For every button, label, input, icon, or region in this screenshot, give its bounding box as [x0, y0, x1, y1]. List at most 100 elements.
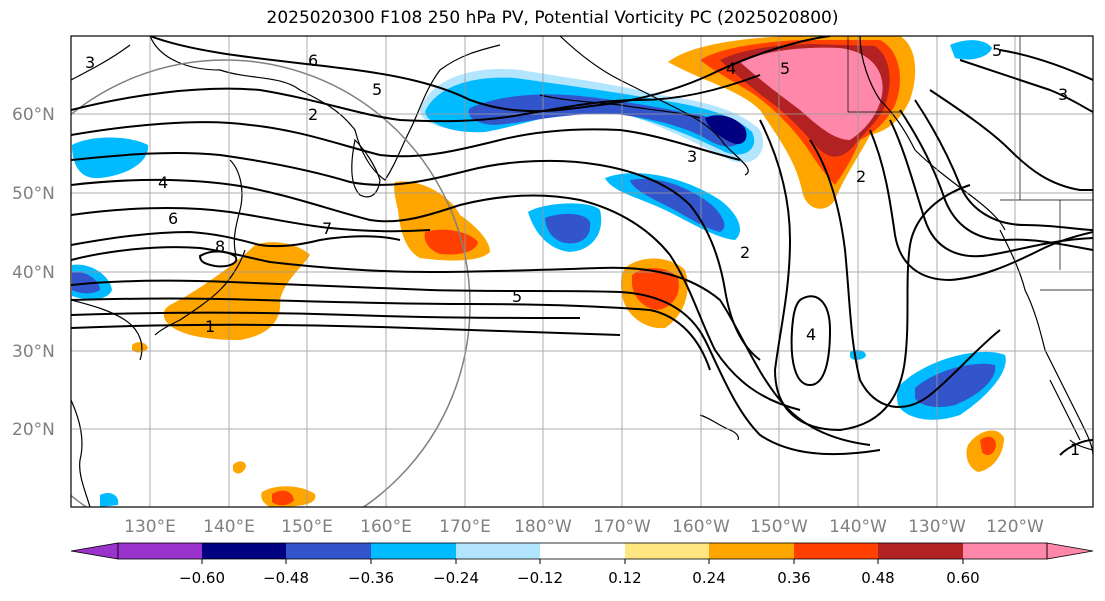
coast-korea-china — [71, 299, 143, 361]
colorbar-tick-label-10: 0.60 — [946, 569, 979, 587]
contour-label-5c: 5 — [780, 59, 790, 78]
contour-east-5 — [899, 109, 1093, 251]
coast-kamchatka — [351, 138, 381, 198]
pv-anomaly-aleutian-dark — [468, 94, 742, 147]
contour-line-l — [71, 323, 621, 336]
coast-alaska — [559, 36, 1006, 231]
coast-sakhalin — [229, 159, 243, 256]
colorbar-outline — [117, 542, 1048, 560]
contour-label-7: 7 — [322, 219, 332, 238]
contour-label-3c: 3 — [1058, 85, 1068, 104]
map-border — [70, 35, 1094, 508]
pv-shading — [72, 36, 1006, 507]
lon-label-130w: 130°W — [908, 517, 966, 537]
lat-label-50: 50°N — [12, 184, 55, 204]
lon-label-140e: 140°E — [203, 517, 255, 537]
contour-east-6 — [914, 99, 1093, 231]
contour-east-4 — [889, 119, 1093, 258]
pv-anomaly-west-edge-dark — [72, 271, 100, 294]
graticule — [71, 36, 1093, 507]
lon-label-120w: 120°W — [986, 517, 1044, 537]
colorbar-tick-label-6: 0.12 — [608, 569, 641, 587]
pv-anomaly-aleutian — [425, 77, 755, 155]
contour-east-2 — [809, 139, 1001, 408]
contour-line-e — [71, 178, 801, 411]
colorbar-segment-8 — [709, 543, 794, 559]
contour-label-2b: 2 — [740, 243, 750, 262]
contour-east-7 — [929, 89, 1093, 191]
colorbar-segment-11 — [963, 543, 1047, 559]
lon-label-170e: 170°E — [439, 517, 491, 537]
contour-label-5d: 5 — [992, 41, 1002, 60]
lon-label-150w: 150°W — [750, 517, 808, 537]
pv-anomaly-midpacific-red — [632, 268, 679, 310]
pv-anomaly-aleutian-navy — [705, 115, 747, 145]
coast-china-south — [71, 399, 91, 507]
lon-label-130e: 130°E — [124, 517, 176, 537]
contour-se — [1059, 439, 1093, 456]
pv-contours — [71, 36, 1093, 456]
contour-label-2c: 2 — [856, 167, 866, 186]
pv-anomaly-japan — [163, 242, 310, 340]
contour-line-m — [198, 250, 238, 268]
pv-anomaly-tiny-1 — [233, 461, 246, 474]
colorbar-tick-label-1: −0.60 — [179, 569, 225, 587]
coast-baja — [1049, 379, 1081, 441]
contour-label-1b: 1 — [1070, 440, 1080, 459]
border-provinces — [1019, 36, 1061, 270]
contour-east-9 — [999, 49, 1093, 81]
lon-labels: 130°E 140°E 150°E 160°E 170°E 180°W 170°… — [124, 517, 1044, 537]
contour-east-8 — [959, 59, 1093, 113]
lon-label-160e: 160°E — [360, 517, 412, 537]
contour-label-4: 4 — [158, 173, 168, 192]
lon-label-150e: 150°E — [281, 517, 333, 537]
contour-label-5: 5 — [372, 80, 382, 99]
colorbar-segment-1 — [118, 543, 202, 559]
colorbar-segment-7 — [625, 543, 709, 559]
colorbar-segment-5 — [456, 543, 540, 559]
contour-line-j — [71, 297, 711, 371]
colorbar-segment-10 — [878, 543, 963, 559]
pv-anomaly-gulf-alaska-pink — [740, 47, 883, 140]
lat-label-60: 60°N — [12, 105, 55, 125]
colorbar-tick-label-2: −0.48 — [263, 569, 309, 587]
colorbar-segment-3 — [286, 543, 371, 559]
pv-anomaly-kamchatka — [72, 137, 149, 179]
contour-label-3: 3 — [85, 53, 95, 72]
contour-line-a — [149, 36, 831, 113]
lat-label-20: 20°N — [12, 420, 55, 440]
lon-label-140w: 140°W — [829, 517, 887, 537]
contour-loop-east — [790, 295, 832, 387]
lon-label-160w: 160°W — [672, 517, 730, 537]
colorbar-tick-label-8: 0.36 — [777, 569, 810, 587]
pv-anomaly-tiny-5 — [100, 493, 119, 507]
colorbar-tick-label-7: 0.24 — [692, 569, 725, 587]
colorbar-min-extend — [70, 542, 119, 560]
pv-anomaly-tiny-2 — [132, 342, 148, 353]
contour-line-g — [71, 230, 401, 248]
lat-label-40: 40°N — [12, 263, 55, 283]
lon-label-180w: 180°W — [514, 517, 572, 537]
contour-line-h — [71, 246, 871, 446]
contour-label-3b: 3 — [687, 147, 697, 166]
pv-anomaly-hawaii-se-red — [980, 436, 996, 456]
coast-islands-se — [1069, 439, 1093, 451]
lon-label-170w: 170°W — [593, 517, 651, 537]
contour-east-1 — [759, 119, 971, 432]
contour-label-5b: 5 — [512, 287, 522, 306]
colorbar-tick-label-3: −0.36 — [348, 569, 394, 587]
colorbar-segment-2 — [202, 543, 286, 559]
contour-line-d — [71, 151, 761, 361]
contour-label-6: 6 — [308, 51, 318, 70]
lat-label-30: 30°N — [12, 342, 55, 362]
lat-labels: 60°N 50°N 40°N 30°N 20°N — [12, 105, 55, 440]
contour-label-1: 1 — [205, 317, 215, 336]
coast-hawaii — [699, 414, 740, 441]
map-title: 2025020300 F108 250 hPa PV, Potential Vo… — [266, 8, 839, 28]
pv-anomaly-subtropical-east-dark — [915, 363, 996, 408]
coast-na-west — [999, 229, 1093, 456]
contour-line-f — [71, 207, 431, 233]
colorbar-segment-9 — [794, 543, 878, 559]
colorbar-tick-label-9: 0.48 — [861, 569, 894, 587]
